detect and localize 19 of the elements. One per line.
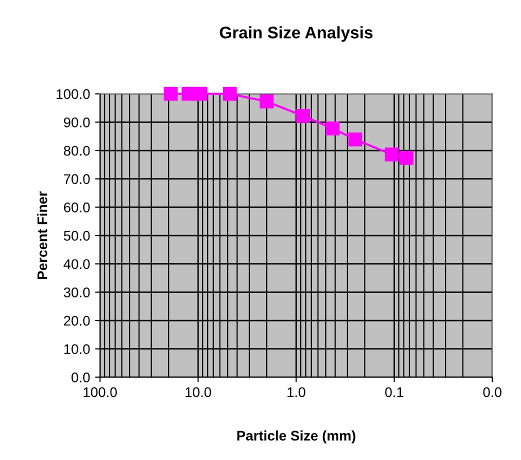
x-tick-label: 0.0: [483, 387, 502, 398]
y-axis-title: Percent Finer: [37, 191, 48, 279]
chart-title: Grain Size Analysis: [220, 26, 373, 42]
x-tick-label: 0.1: [385, 387, 404, 398]
x-axis-title: Particle Size (mm): [237, 430, 356, 444]
x-tick-label: 10.0: [186, 387, 212, 398]
y-tick-label: 60.0: [64, 202, 90, 212]
y-tick-label: 30.0: [64, 288, 90, 298]
y-tick-label: 40.0: [64, 259, 90, 270]
y-tick-label: 20.0: [64, 316, 90, 326]
y-tick-label: 50.0: [64, 230, 90, 241]
x-tick-label: 100.0: [84, 387, 117, 398]
y-tick-label: 70.0: [64, 174, 90, 184]
y-tick-label: 100.0: [56, 89, 90, 100]
y-tick-label: 0.0: [72, 372, 90, 382]
y-tick-label: 80.0: [64, 146, 90, 156]
y-tick-label: 90.0: [64, 118, 90, 128]
y-tick-label: 10.0: [64, 344, 90, 354]
x-tick-label: 1.0: [288, 387, 306, 398]
